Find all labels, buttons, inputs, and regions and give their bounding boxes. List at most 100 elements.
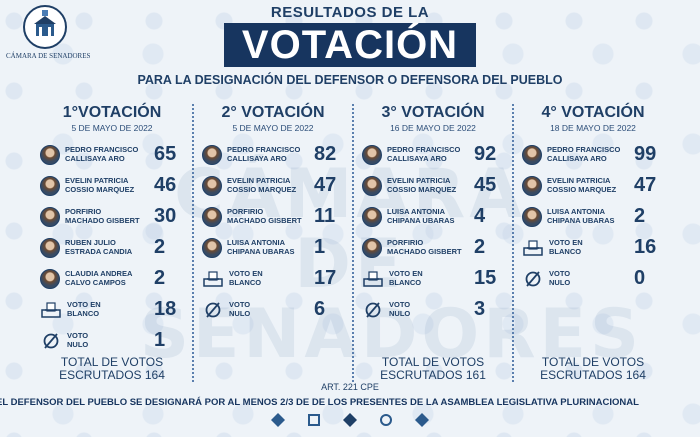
voting-column: 1°VOTACIÓN 5 DE MAYO DE 2022 PEDRO FRANCI… (32, 104, 192, 382)
candidate-name: PORFIRIO MACHADO GISBERT (227, 207, 302, 225)
candidate-name: LUISA ANTONIA CHIPANA UBARAS (227, 238, 295, 256)
blank-vote-row: VOTO EN BLANCO 18 (40, 294, 184, 325)
blank-vote-row: VOTO EN BLANCO 16 (522, 232, 664, 263)
candidate-row: PEDRO FRANCISCO CALLISAYA ARO 65 (40, 139, 184, 170)
candidate-photo (522, 175, 542, 196)
candidate-photo (40, 175, 60, 196)
candidate-row: LUISA ANTONIA CHIPANA UBARAS 1 (202, 232, 344, 263)
candidate-row: EVELIN PATRICIA COSSIO MARQUEZ 45 (362, 170, 504, 201)
candidate-row: EVELIN PATRICIA COSSIO MARQUEZ 47 (202, 170, 344, 201)
null-sign-icon (40, 332, 62, 350)
null-vote-row: VOTO NULO 1 (40, 325, 184, 356)
candidate-row: PEDRO FRANCISCO CALLISAYA ARO 99 (522, 139, 664, 170)
ornament-icon (379, 413, 393, 427)
candidate-votes: 11 (314, 205, 336, 227)
subtitle: PARA LA DESIGNACIÓN DEL DEFENSOR O DEFEN… (137, 73, 563, 87)
candidate-name: EVELIN PATRICIA COSSIO MARQUEZ (227, 176, 297, 194)
candidate-photo (202, 175, 222, 196)
ornament-icon (307, 413, 321, 427)
candidate-votes: 47 (634, 174, 657, 196)
candidate-name: PORFIRIO MACHADO GISBERT (65, 207, 140, 225)
footer-statement: EL DEFENSOR DEL PUEBLO SE DESIGNARÁ POR … (0, 397, 639, 408)
candidate-name: PEDRO FRANCISCO CALLISAYA ARO (387, 145, 461, 163)
bottom-ornaments (0, 413, 700, 427)
candidate-votes: 65 (154, 143, 177, 165)
null-sign-icon (362, 301, 384, 319)
candidate-row: CLAUDIA ANDREA CALVO CAMPOS 2 (40, 263, 184, 294)
watermark: CÁMARA DE SENADORES (140, 155, 644, 374)
blank-vote-label: VOTO EN BLANCO (389, 269, 423, 287)
ornament-icon (343, 413, 357, 427)
candidate-votes: 45 (474, 174, 497, 196)
blank-votes: 17 (314, 267, 337, 289)
candidate-photo (202, 206, 222, 227)
null-votes: 0 (634, 267, 646, 289)
candidate-votes: 47 (314, 174, 337, 196)
blank-vote-label: VOTO EN BLANCO (549, 238, 583, 256)
candidate-name: EVELIN PATRICIA COSSIO MARQUEZ (387, 176, 457, 194)
null-vote-row: VOTO NULO 3 (362, 294, 504, 325)
senate-logo: CÁMARA DE SENADORES (6, 4, 91, 60)
candidate-name: RUBEN JULIO ESTRADA CANDIA (65, 238, 133, 256)
round-date: 18 DE MAYO DE 2022 (550, 123, 636, 133)
round-title: 3° VOTACIÓN (381, 104, 485, 121)
null-vote-label: VOTO NULO (549, 269, 571, 287)
blank-votes: 15 (474, 267, 497, 289)
ballot-box-icon (362, 270, 384, 288)
candidate-row: RUBEN JULIO ESTRADA CANDIA 2 (40, 232, 184, 263)
candidate-name: LUISA ANTONIA CHIPANA UBARAS (547, 207, 615, 225)
title-big: VOTACIÓN (223, 23, 477, 67)
candidate-name: PEDRO FRANCISCO CALLISAYA ARO (65, 145, 139, 163)
results-columns: 1°VOTACIÓN 5 DE MAYO DE 2022 PEDRO FRANCI… (32, 104, 672, 382)
total-votes: TOTAL DE VOTOS ESCRUTADOS 161 (380, 355, 486, 382)
ballot-box-icon (202, 270, 224, 288)
candidate-row: EVELIN PATRICIA COSSIO MARQUEZ 47 (522, 170, 664, 201)
candidate-votes: 1 (314, 236, 326, 258)
null-vote-row: VOTO NULO 0 (522, 263, 664, 294)
candidate-votes: 92 (474, 143, 497, 165)
candidate-name: PEDRO FRANCISCO CALLISAYA ARO (547, 145, 621, 163)
voting-column: 2° VOTACIÓN 5 DE MAYO DE 2022 PEDRO FRANC… (192, 104, 352, 382)
candidate-votes: 2 (634, 205, 646, 227)
article-reference: ART. 221 CPE (321, 382, 379, 392)
total-votes: TOTAL DE VOTOS ESCRUTADOS 164 (540, 355, 646, 382)
candidate-votes: 4 (474, 205, 486, 227)
candidate-name: EVELIN PATRICIA COSSIO MARQUEZ (547, 176, 617, 194)
candidate-photo (202, 144, 222, 165)
candidate-photo (202, 237, 222, 258)
candidate-photo (362, 144, 382, 165)
candidate-row: PORFIRIO MACHADO GISBERT 2 (362, 232, 504, 263)
header: RESULTADOS DE LA VOTACIÓN PARA LA DESIGN… (0, 4, 700, 87)
candidate-photo (362, 237, 382, 258)
candidate-votes: 2 (154, 267, 166, 289)
candidate-row: LUISA ANTONIA CHIPANA UBARAS 4 (362, 201, 504, 232)
voting-column: 4° VOTACIÓN 18 DE MAYO DE 2022 PEDRO FRAN… (512, 104, 672, 382)
blank-votes: 18 (154, 298, 177, 320)
round-title: 2° VOTACIÓN (221, 104, 325, 121)
candidate-photo (522, 144, 542, 165)
round-title: 1°VOTACIÓN (62, 104, 162, 121)
candidate-votes: 2 (154, 236, 166, 258)
logo-text: CÁMARA DE SENADORES (6, 52, 91, 60)
ballot-box-icon (40, 301, 62, 319)
null-votes: 3 (474, 298, 486, 320)
candidate-photo (40, 206, 60, 227)
candidate-votes: 46 (154, 174, 177, 196)
null-vote-label: VOTO NULO (389, 300, 411, 318)
null-vote-label: VOTO NULO (229, 300, 251, 318)
candidate-photo (522, 206, 542, 227)
null-sign-icon (202, 301, 224, 319)
ornament-icon (415, 413, 429, 427)
candidate-name: EVELIN PATRICIA COSSIO MARQUEZ (65, 176, 135, 194)
candidate-photo (40, 268, 60, 289)
candidate-name: PORFIRIO MACHADO GISBERT (387, 238, 462, 256)
candidate-votes: 30 (154, 205, 177, 227)
candidate-row: PORFIRIO MACHADO GISBERT 30 (40, 201, 184, 232)
candidate-row: EVELIN PATRICIA COSSIO MARQUEZ 46 (40, 170, 184, 201)
candidate-row: PORFIRIO MACHADO GISBERT 11 (202, 201, 344, 232)
candidate-row: PEDRO FRANCISCO CALLISAYA ARO 92 (362, 139, 504, 170)
null-votes: 1 (154, 329, 166, 351)
null-vote-label: VOTO NULO (67, 331, 89, 349)
candidate-name: CLAUDIA ANDREA CALVO CAMPOS (65, 269, 133, 287)
